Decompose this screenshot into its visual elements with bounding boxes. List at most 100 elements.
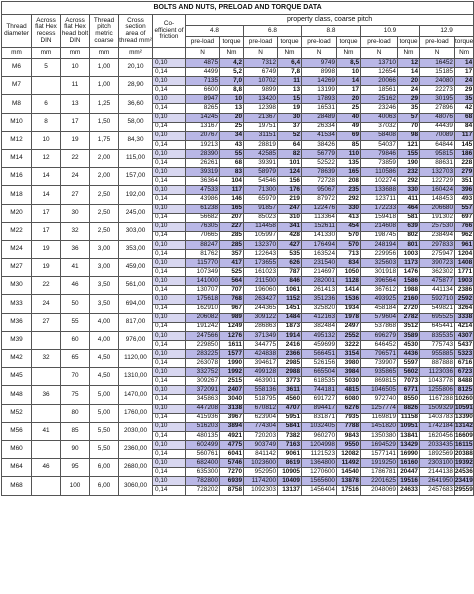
friction-cell: 0,10	[152, 294, 186, 305]
torque-cell: 5,2	[219, 67, 244, 78]
torque-cell: 396	[453, 185, 474, 196]
preload-cell: 1204998	[301, 439, 337, 451]
torque-cell: 697	[453, 212, 474, 223]
torque-cell: 639	[397, 221, 420, 232]
torque-cell: 2782	[397, 312, 420, 323]
torque-cell: 4707	[277, 403, 302, 414]
torque-cell: 2552	[336, 330, 361, 341]
preload-cell: 191242	[185, 321, 220, 332]
torque-cell: 7788	[336, 421, 361, 432]
torque-cell: 68	[219, 158, 244, 169]
friction-cell: 0,10	[152, 348, 186, 360]
torque-cell: 357	[219, 248, 244, 260]
area-cell: 1760,00	[118, 403, 153, 423]
preload-cell: 25162	[360, 94, 398, 105]
head-cell: 17	[60, 112, 90, 132]
torque-cell: 7935	[336, 412, 361, 423]
torque-cell: 581	[397, 212, 420, 223]
pitch-cell: 5,50	[89, 439, 119, 460]
table-row: M10 8 17 1,50 58,00 0,10 14245 20 21367 30 28489 40…	[1, 112, 474, 132]
torque-cell: 11158	[397, 412, 420, 423]
preload-cell: 247566	[185, 330, 220, 341]
torque-cell: 232	[397, 167, 420, 178]
header-torque: torque	[219, 36, 244, 48]
preload-cell: 91857	[243, 203, 278, 214]
recess-cell	[31, 367, 61, 387]
table-row: 0,14 8265 13 12398 19 16531 25 23246 35 27896 42	[2, 103, 474, 114]
recess-cell	[31, 76, 61, 96]
preload-cell: 1169819	[360, 412, 398, 423]
thread-diameter-cell: M24	[1, 239, 32, 260]
preload-cell: 73859	[360, 158, 398, 169]
preload-cell: 782800	[185, 476, 220, 487]
preload-cell: 56682	[185, 212, 220, 223]
table-row: M20 17 30 2,50 245,00 0,10 61238 165 91857 247 122…	[1, 203, 474, 223]
torque-cell: 1003	[397, 248, 420, 260]
torque-cell: 4436	[397, 348, 420, 360]
preload-cell: 441134	[419, 285, 455, 296]
unit-nm: Nm	[336, 47, 361, 59]
torque-cell: 787	[277, 267, 302, 278]
torque-cell: 9843	[336, 430, 361, 441]
preload-cell: 495132	[301, 330, 337, 341]
torque-cell: 1476	[397, 267, 420, 278]
preload-cell: 122643	[243, 248, 278, 260]
preload-cell: 2641950	[419, 476, 455, 487]
recess-cell	[31, 403, 61, 423]
table-row: 0,14 130707 707 196060 1061 261413 1414 367612 1…	[2, 285, 474, 296]
torque-cell: 20	[336, 94, 361, 105]
table-row: M16 14 24 2,00 157,00 0,10 39319 83 58979 124 7863…	[1, 167, 474, 187]
table-row: 0,14 229850 1611 344775 2416 459699 3222 646452…	[2, 339, 474, 351]
head-cell: 41	[60, 258, 90, 278]
preload-cell: 602499	[185, 439, 220, 451]
torque-cell: 13142	[453, 421, 474, 432]
preload-cell: 248194	[360, 239, 398, 250]
torque-cell: 6771	[397, 385, 420, 396]
torque-cell: 235	[336, 185, 361, 196]
torque-cell: 4,2	[219, 57, 244, 69]
preload-cell: 16452	[419, 57, 455, 69]
torque-cell: 3338	[453, 312, 474, 323]
preload-cell: 1092303	[243, 485, 278, 496]
friction-cell: 0,14	[152, 303, 186, 314]
preload-cell: 297833	[419, 239, 455, 250]
recess-cell: 46	[31, 458, 61, 478]
header-class-10-9: 10.9	[360, 25, 420, 37]
thread-diameter-cell: M42	[1, 348, 32, 369]
head-cell: 27	[60, 185, 90, 205]
preload-cell: 2457683	[419, 485, 455, 496]
torque-cell: 24	[397, 85, 420, 96]
recess-cell: 19	[31, 258, 61, 278]
torque-cell: 17	[336, 85, 361, 96]
preload-cell: 1046505	[360, 385, 398, 396]
friction-cell: 0,10	[152, 112, 186, 123]
head-cell: 100	[60, 476, 90, 496]
header-torque: torque	[453, 36, 474, 48]
preload-cell: 31151	[243, 130, 278, 141]
preload-cell: 345863	[185, 394, 220, 405]
preload-cell: 122729	[419, 176, 455, 187]
preload-cell: 26334	[301, 121, 337, 132]
unit-nm: Nm	[277, 47, 302, 59]
recess-cell: 12	[31, 148, 61, 169]
preload-cell: 257530	[419, 221, 455, 232]
preload-cell: 1123036	[419, 367, 455, 378]
torque-cell: 7073	[397, 376, 420, 387]
torque-cell: 145	[453, 139, 474, 150]
torque-cell: 146	[219, 194, 244, 205]
torque-cell: 19516	[397, 476, 420, 487]
table-row: 0,14 560761 6041 841142 9061 1121523 12082 1577…	[2, 449, 474, 460]
unit-mm: mm	[31, 47, 61, 59]
torque-cell: 207	[219, 212, 244, 223]
preload-cell: 1023600	[243, 458, 278, 469]
preload-cell: 459699	[301, 339, 337, 351]
torque-cell: 1484	[277, 312, 302, 323]
preload-cell: 76305	[185, 221, 220, 232]
unit-mm: mm	[1, 47, 32, 59]
preload-cell: 41534	[301, 130, 337, 141]
torque-cell: 6080	[336, 394, 361, 405]
thread-diameter-cell: M60	[1, 439, 32, 460]
head-cell: 75	[60, 385, 90, 405]
torque-cell: 413	[336, 212, 361, 223]
preload-cell: 71300	[243, 185, 278, 196]
